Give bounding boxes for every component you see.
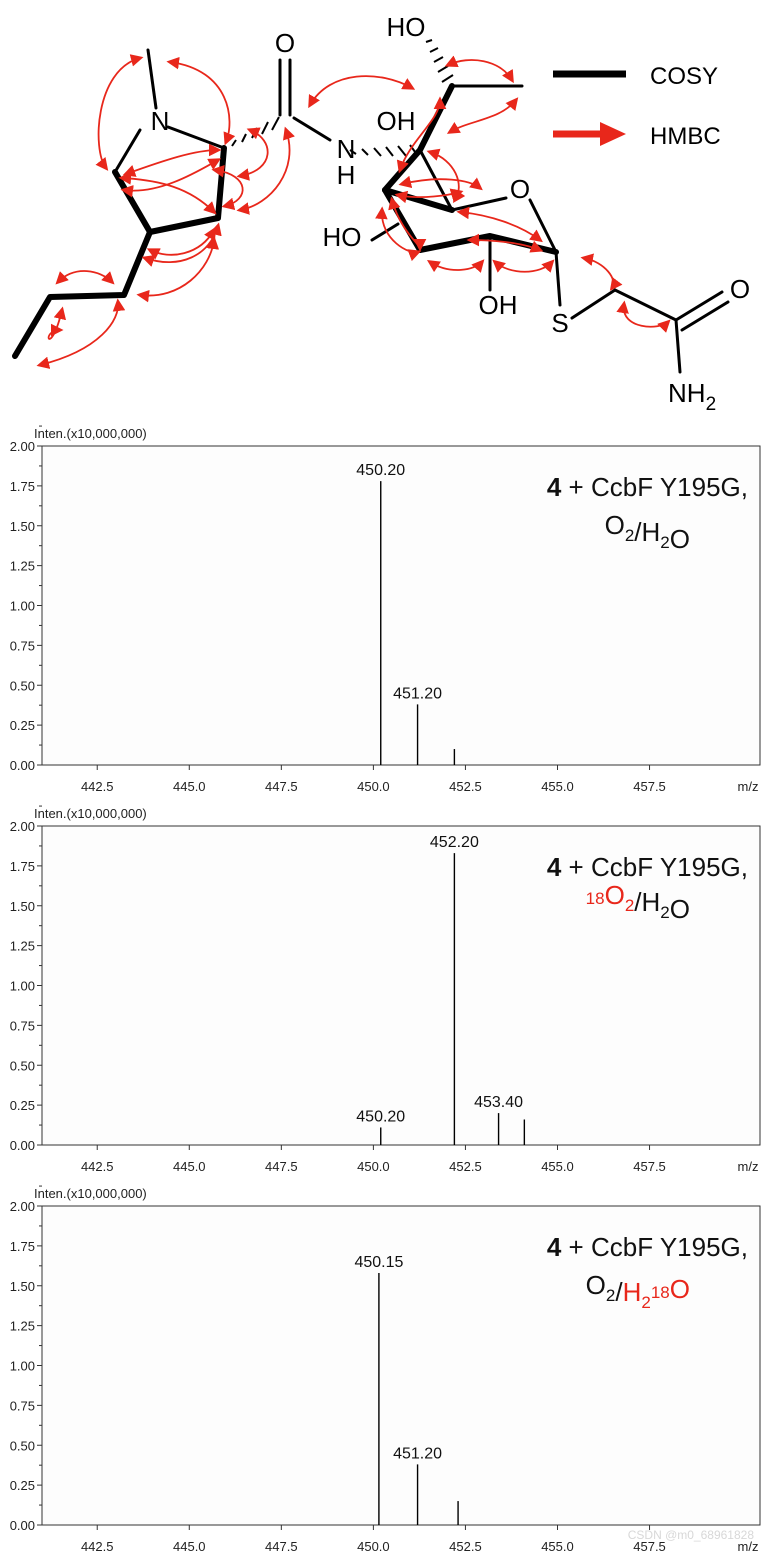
mass-spectrum-2: Inten.(x10,000,000) 0.00 0.25 0.50 0.75 1.00 1… xyxy=(10,805,761,1174)
y-axis-title: Inten.(x10,000,000) xyxy=(34,426,147,441)
peak-label: 452.20 xyxy=(430,834,479,851)
condition-line-1: 4 + CcbF Y195G, xyxy=(547,852,748,882)
x-tick-label: 447.5 xyxy=(265,1159,298,1174)
y-axis-title: Inten.(x10,000,000) xyxy=(34,806,147,821)
cosy-bonds xyxy=(12,83,559,359)
peak-label: 453.40 xyxy=(474,1094,523,1111)
y-tick-label: 1.75 xyxy=(10,479,35,494)
mass-spectrum-1: Inten.(x10,000,000) 0.00 0.25 0.50 0.75 1.00 1… xyxy=(10,425,761,794)
atom-nh2: NH2 xyxy=(668,378,716,415)
plot-frame xyxy=(41,445,761,766)
atom-ho-left: HO xyxy=(323,222,362,252)
y-tick-label: 1.25 xyxy=(10,939,35,954)
atom-ring-o: O xyxy=(510,174,530,204)
x-tick-label: 455.0 xyxy=(541,1159,574,1174)
y-tick-label: 0.25 xyxy=(10,1478,35,1493)
y-tick-label: 2.00 xyxy=(10,1199,35,1214)
x-axis-unit: m/z xyxy=(738,1159,759,1174)
x-tick-label: 447.5 xyxy=(265,1539,298,1552)
atom-oh-upper: OH xyxy=(377,106,416,136)
atom-n-ring: N xyxy=(151,106,170,136)
x-tick-label: 457.5 xyxy=(633,779,666,794)
x-tick-label: 442.5 xyxy=(81,779,114,794)
atom-oh-bottom: OH xyxy=(479,290,518,320)
y-tick-label: 1.50 xyxy=(10,519,35,534)
x-tick-label: 445.0 xyxy=(173,1159,206,1174)
atom-nh-h: H xyxy=(337,160,356,190)
x-tick-label: 442.5 xyxy=(81,1159,114,1174)
x-tick-label: 452.5 xyxy=(449,1159,482,1174)
x-tick-label: 445.0 xyxy=(173,779,206,794)
y-tick-label: 1.00 xyxy=(10,1359,35,1374)
y-tick-label: 0.00 xyxy=(10,1518,35,1533)
y-tick-label: 1.50 xyxy=(10,899,35,914)
x-tick-label: 445.0 xyxy=(173,1539,206,1552)
y-tick-label: 0.50 xyxy=(10,1438,35,1453)
atom-o-terminal: O xyxy=(730,274,750,304)
atom-o-amide: O xyxy=(275,28,295,58)
atom-ho-top: HO xyxy=(387,12,426,42)
peak-label: 450.20 xyxy=(356,462,405,479)
atom-nh-n: N xyxy=(337,134,356,164)
y-tick-label: 0.50 xyxy=(10,1058,35,1073)
y-tick-label: 1.75 xyxy=(10,859,35,874)
y-tick-label: 1.25 xyxy=(10,1319,35,1334)
legend: COSY HMBC xyxy=(553,63,721,150)
legend-cosy-label: COSY xyxy=(650,63,718,90)
condition-line-2: O2/H2O xyxy=(605,510,690,554)
x-tick-label: 442.5 xyxy=(81,1539,114,1552)
y-tick-label: 2.00 xyxy=(10,439,35,454)
condition-line-2: O2/H218O xyxy=(586,1270,690,1312)
legend-hmbc-label: HMBC xyxy=(650,123,721,150)
y-axis-title: Inten.(x10,000,000) xyxy=(34,1186,147,1201)
mass-spectrum-3: Inten.(x10,000,000) 0.00 0.25 0.50 0.75 1.00 1… xyxy=(10,1185,761,1552)
y-tick-label: 1.00 xyxy=(10,979,35,994)
y-tick-label: 0.50 xyxy=(10,678,35,693)
atom-labels: O N N H HO OH O HO OH S O NH2 xyxy=(151,12,751,415)
chemical-structure: O N N H HO OH O HO OH S O NH2 COSY HMBC xyxy=(12,12,751,415)
y-tick-label: 0.75 xyxy=(10,638,35,653)
x-tick-label: 455.0 xyxy=(541,779,574,794)
peak-label: 450.20 xyxy=(356,1108,405,1125)
atom-s: S xyxy=(551,308,568,338)
x-tick-label: 450.0 xyxy=(357,1539,390,1552)
peak-label: 450.15 xyxy=(354,1254,403,1271)
y-tick-label: 1.50 xyxy=(10,1279,35,1294)
x-axis-unit: m/z xyxy=(738,779,759,794)
x-tick-label: 457.5 xyxy=(633,1159,666,1174)
hmbc-arrows xyxy=(36,54,671,369)
y-tick-label: 1.00 xyxy=(10,599,35,614)
y-tick-label: 0.00 xyxy=(10,758,35,773)
x-tick-label: 447.5 xyxy=(265,779,298,794)
condition-line-1: 4 + CcbF Y195G, xyxy=(547,472,748,502)
y-tick-label: 1.75 xyxy=(10,1239,35,1254)
y-tick-label: 0.75 xyxy=(10,1398,35,1413)
legend-hmbc-arrowhead xyxy=(600,122,626,146)
x-tick-label: 450.0 xyxy=(357,779,390,794)
y-tick-label: 0.25 xyxy=(10,1098,35,1113)
y-tick-label: 0.75 xyxy=(10,1018,35,1033)
y-tick-label: 0.00 xyxy=(10,1138,35,1153)
condition-line-1: 4 + CcbF Y195G, xyxy=(547,1232,748,1262)
x-tick-label: 452.5 xyxy=(449,779,482,794)
x-tick-label: 450.0 xyxy=(357,1159,390,1174)
x-axis-unit: m/z xyxy=(738,1539,759,1552)
y-tick-label: 2.00 xyxy=(10,819,35,834)
watermark: CSDN @m0_68961828 xyxy=(627,1528,754,1542)
x-tick-label: 452.5 xyxy=(449,1539,482,1552)
peak-label: 451.20 xyxy=(393,1445,442,1462)
condition-line-2: 18O2/H2O xyxy=(586,880,690,924)
y-tick-label: 1.25 xyxy=(10,559,35,574)
plot-frame xyxy=(41,825,761,1146)
y-tick-label: 0.25 xyxy=(10,718,35,733)
x-tick-label: 457.5 xyxy=(633,1539,666,1552)
x-tick-label: 455.0 xyxy=(541,1539,574,1552)
peak-label: 451.20 xyxy=(393,685,442,702)
